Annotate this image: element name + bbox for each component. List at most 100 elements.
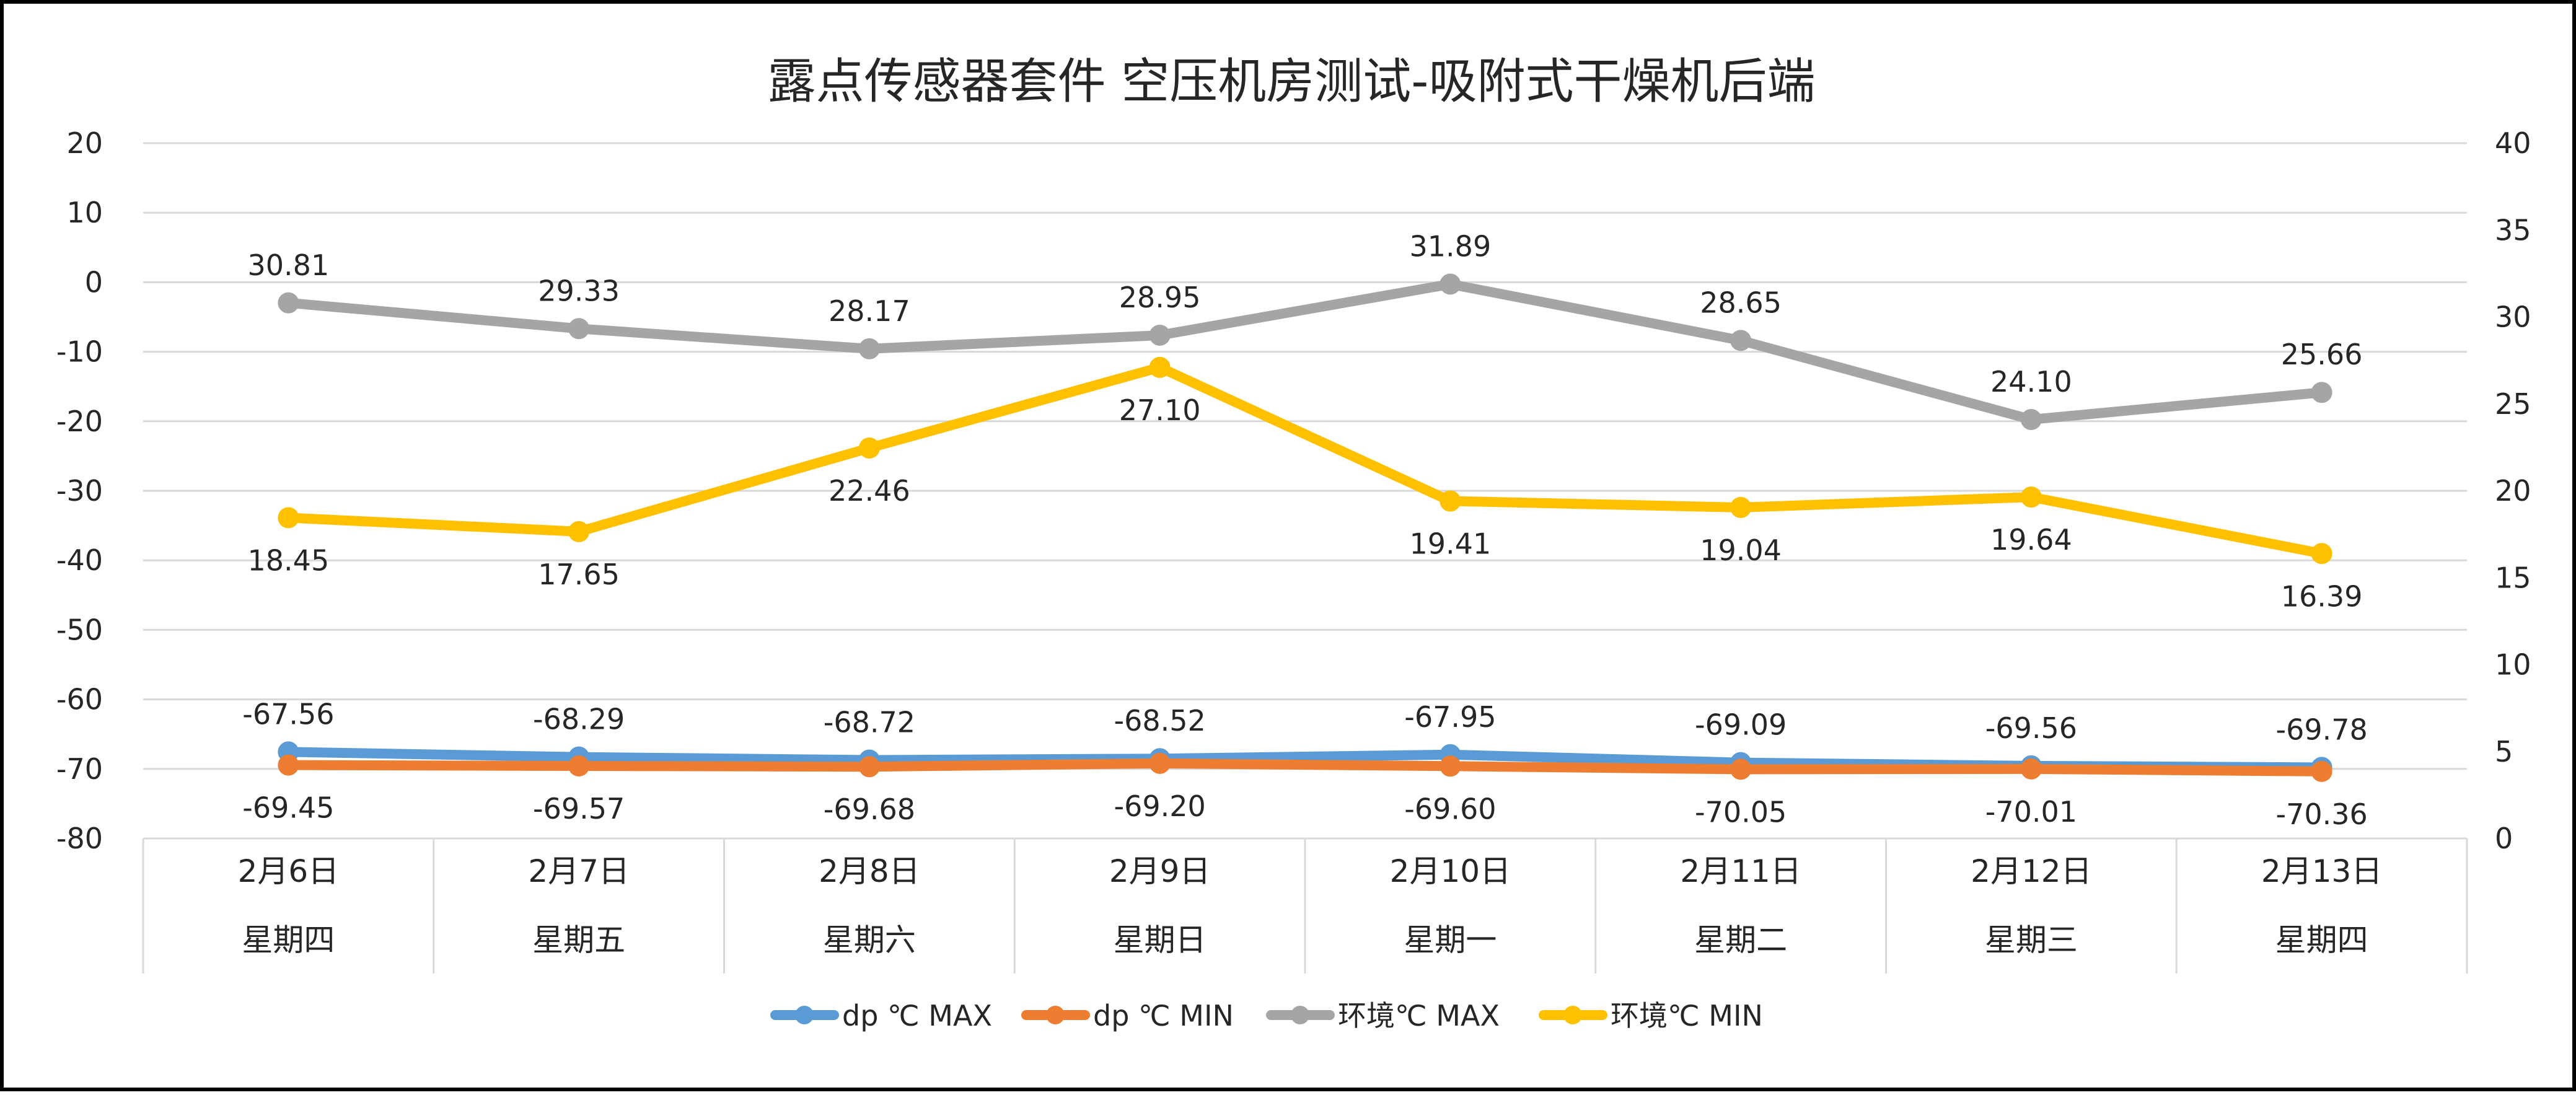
data-point <box>1440 490 1461 512</box>
category-date-label: 2月10日 <box>1390 853 1511 889</box>
right-tick-label: 20 <box>2495 474 2531 508</box>
legend-marker <box>795 1006 814 1024</box>
right-tick-label: 25 <box>2495 387 2531 421</box>
data-point <box>278 292 299 314</box>
data-label: -70.36 <box>2275 798 2367 831</box>
data-label: 17.65 <box>538 558 620 591</box>
data-point <box>1730 496 1752 518</box>
category-weekday-label: 星期四 <box>242 922 335 958</box>
data-point <box>858 756 880 778</box>
data-label: -69.09 <box>1695 708 1787 742</box>
category-weekday-label: 星期日 <box>1114 922 1207 958</box>
data-label: -67.95 <box>1404 700 1496 734</box>
data-point <box>858 437 880 459</box>
data-point <box>2311 760 2332 782</box>
data-point <box>1149 356 1171 378</box>
right-tick-label: 35 <box>2495 213 2531 247</box>
data-label: 31.89 <box>1410 229 1492 263</box>
data-point <box>2020 758 2042 780</box>
category-date-label: 2月7日 <box>528 853 630 889</box>
data-point <box>2020 486 2042 508</box>
data-label: 25.66 <box>2281 338 2363 371</box>
legend-item: 环境℃ MIN <box>1539 999 1763 1032</box>
data-point <box>858 338 880 359</box>
data-point <box>1149 752 1171 774</box>
left-y-axis: 20 10 0 -10 -20 -30 -40 -50 -60 -70 -80 <box>56 126 103 855</box>
category-date-label: 2月13日 <box>2261 853 2382 889</box>
right-tick-label: 10 <box>2495 648 2531 682</box>
category-date-label: 2月6日 <box>238 853 340 889</box>
category-date-label: 2月11日 <box>1680 853 1801 889</box>
gridlines <box>143 142 2467 840</box>
category-date-label: 2月12日 <box>1971 853 2091 889</box>
category-weekday-label: 星期六 <box>823 922 916 958</box>
data-label: -69.68 <box>824 793 915 826</box>
data-point <box>278 507 299 529</box>
data-label: -69.60 <box>1404 792 1496 825</box>
left-tick-label: -80 <box>56 822 103 855</box>
data-label: 19.41 <box>1410 527 1492 561</box>
legend-item: dp ℃ MAX <box>770 999 992 1032</box>
legend-marker <box>1291 1006 1309 1024</box>
right-y-axis: 40 35 30 25 20 15 10 5 0 <box>2495 126 2531 855</box>
legend-item: 环境℃ MAX <box>1266 999 1500 1032</box>
data-label: -69.57 <box>533 792 625 825</box>
left-tick-label: 0 <box>85 265 103 299</box>
series-line <box>283 279 2327 424</box>
data-label: 19.64 <box>1990 523 2072 556</box>
left-tick-label: -20 <box>56 405 103 438</box>
data-labels: -67.56 -68.29 -68.72 -68.52 -67.95 -69.09 -69.… <box>242 229 2368 830</box>
data-point <box>1730 330 1752 351</box>
left-tick-label: 10 <box>66 196 103 229</box>
data-label: 27.10 <box>1119 394 1201 427</box>
series-环境℃ MIN <box>278 356 2332 565</box>
legend-marker <box>1046 1006 1065 1024</box>
category-date-label: 2月9日 <box>1109 853 1211 889</box>
category-weekday-label: 星期四 <box>2275 922 2368 958</box>
right-tick-label: 5 <box>2495 735 2513 768</box>
data-point <box>1730 759 1752 780</box>
data-label: 28.95 <box>1119 281 1201 314</box>
data-label: 18.45 <box>248 543 330 577</box>
line-chart: 露点传感器套件 空压机房测试-吸附式干燥机后端 2月6日星期四2月7日星期五2月… <box>56 54 2531 1032</box>
legend: dp ℃ MAX dp ℃ MIN 环境℃ MAX 环境℃ MIN <box>770 999 1763 1032</box>
data-label: 19.04 <box>1700 534 1782 567</box>
data-label: -68.52 <box>1114 704 1205 737</box>
data-label: -69.56 <box>1985 711 2077 745</box>
left-tick-label: -30 <box>56 474 103 508</box>
data-label: -68.29 <box>533 703 625 736</box>
series-lines <box>278 273 2332 782</box>
left-tick-label: -60 <box>56 683 103 716</box>
series-line <box>283 362 2327 559</box>
data-point <box>568 521 590 542</box>
data-label: -69.20 <box>1114 789 1205 823</box>
legend-label: dp ℃ MAX <box>842 999 992 1032</box>
category-weekday-label: 星期二 <box>1694 922 1787 958</box>
data-point <box>568 755 590 776</box>
legend-label: 环境℃ MIN <box>1611 999 1763 1032</box>
right-tick-label: 15 <box>2495 561 2531 594</box>
data-point <box>2311 382 2332 403</box>
data-point <box>1440 755 1461 777</box>
data-label: -69.78 <box>2275 713 2367 746</box>
right-tick-label: 40 <box>2495 126 2531 160</box>
left-tick-label: -40 <box>56 543 103 577</box>
data-label: -67.56 <box>242 697 334 731</box>
category-weekday-label: 星期一 <box>1404 922 1497 958</box>
chart-title: 露点传感器套件 空压机房测试-吸附式干燥机后端 <box>768 54 1816 110</box>
data-label: 16.39 <box>2281 579 2363 613</box>
data-label: 22.46 <box>829 474 910 508</box>
data-point <box>2311 543 2332 565</box>
category-weekday-label: 星期三 <box>1985 922 2078 958</box>
data-point <box>568 318 590 340</box>
data-label: 29.33 <box>538 274 620 307</box>
data-point <box>1149 324 1171 346</box>
data-label: 28.17 <box>829 294 910 328</box>
legend-label: 环境℃ MAX <box>1338 999 1500 1032</box>
data-label: 28.65 <box>1700 286 1782 319</box>
left-tick-label: -50 <box>56 613 103 646</box>
legend-marker <box>1563 1006 1582 1024</box>
left-tick-label: 20 <box>66 126 103 160</box>
